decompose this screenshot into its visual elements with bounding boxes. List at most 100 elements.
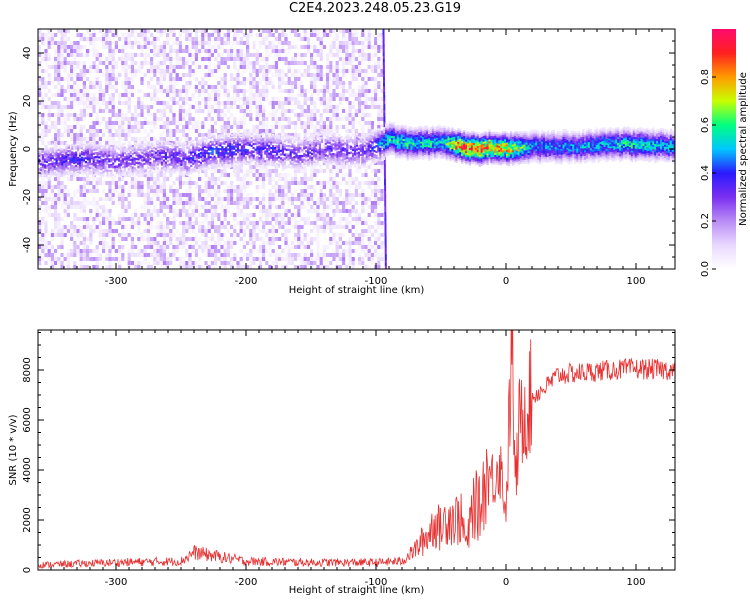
heatmap-cell	[169, 97, 172, 101]
heatmap-cell	[57, 225, 60, 229]
heatmap-cell	[288, 45, 291, 49]
heatmap-cell	[70, 249, 73, 253]
heatmap-cell	[44, 225, 47, 229]
signal-cell	[83, 169, 85, 171]
heatmap-cell	[240, 89, 243, 93]
heatmap-cell	[304, 221, 307, 225]
heatmap-cell	[217, 81, 220, 85]
heatmap-cell	[195, 65, 198, 69]
signal-cell	[73, 154, 75, 156]
heatmap-cell	[108, 249, 111, 253]
heatmap-cell	[86, 181, 89, 185]
heatmap-cell	[195, 125, 198, 129]
heatmap-cell	[332, 105, 335, 109]
signal-cell	[126, 154, 128, 156]
heatmap-cell	[262, 109, 265, 113]
signal-cell	[63, 174, 65, 176]
heatmap-cell	[163, 101, 166, 105]
signal-cell	[161, 169, 163, 171]
heatmap-cell	[284, 97, 287, 101]
signal-cell	[87, 145, 89, 147]
heatmap-cell	[192, 221, 195, 225]
heatmap-cell	[265, 97, 268, 101]
heatmap-cell	[51, 41, 54, 45]
heatmap-cell	[48, 125, 51, 129]
heatmap-cell	[83, 109, 86, 113]
signal-cell	[153, 145, 155, 147]
heatmap-cell	[92, 65, 95, 69]
heatmap-cell	[256, 93, 259, 97]
heatmap-cell	[60, 41, 63, 45]
heatmap-cell	[214, 29, 217, 33]
heatmap-cell	[230, 53, 233, 57]
heatmap-cell	[291, 45, 294, 49]
signal-cell	[157, 150, 159, 152]
heatmap-cell	[208, 205, 211, 209]
heatmap-cell	[108, 261, 111, 265]
signal-cell	[75, 171, 77, 173]
signal-cell	[93, 176, 95, 178]
heatmap-cell	[86, 217, 89, 221]
heatmap-cell	[160, 125, 163, 129]
signal-cell	[114, 151, 116, 153]
heatmap-cell	[281, 185, 284, 189]
heatmap-cell	[172, 113, 175, 117]
heatmap-cell	[249, 77, 252, 81]
heatmap-cell	[281, 117, 284, 121]
heatmap-cell	[272, 49, 275, 53]
heatmap-cell	[60, 189, 63, 193]
heatmap-cell	[131, 33, 134, 37]
heatmap-cell	[150, 245, 153, 249]
heatmap-cell	[217, 193, 220, 197]
heatmap-cell	[179, 41, 182, 45]
signal-cell	[126, 159, 128, 161]
heatmap-cell	[316, 37, 319, 41]
heatmap-cell	[224, 73, 227, 77]
heatmap-cell	[73, 125, 76, 129]
heatmap-cell	[374, 37, 377, 41]
signal-cell	[120, 170, 122, 172]
heatmap-cell	[249, 97, 252, 101]
heatmap-cell	[83, 177, 86, 181]
heatmap-cell	[233, 85, 236, 89]
heatmap-cell	[176, 121, 179, 125]
heatmap-cell	[246, 109, 249, 113]
heatmap-cell	[288, 245, 291, 249]
heatmap-cell	[102, 213, 105, 217]
heatmap-cell	[195, 137, 198, 141]
heatmap-cell	[364, 249, 367, 253]
heatmap-cell	[112, 221, 115, 225]
heatmap-cell	[128, 261, 131, 265]
heatmap-cell	[230, 261, 233, 265]
heatmap-cell	[307, 193, 310, 197]
heatmap-cell	[182, 85, 185, 89]
signal-cell	[128, 159, 130, 161]
heatmap-cell	[160, 101, 163, 105]
signal-cell	[145, 155, 147, 157]
heatmap-cell	[352, 241, 355, 245]
heatmap-cell	[204, 253, 207, 257]
heatmap-cell	[160, 229, 163, 233]
heatmap-cell	[83, 249, 86, 253]
heatmap-cell	[268, 77, 271, 81]
heatmap-cell	[166, 73, 169, 77]
heatmap-cell	[70, 229, 73, 233]
heatmap-cell	[89, 125, 92, 129]
heatmap-cell	[348, 237, 351, 241]
heatmap-cell	[368, 61, 371, 65]
heatmap-cell	[144, 257, 147, 261]
signal-cell	[73, 156, 75, 158]
heatmap-cell	[262, 169, 265, 173]
heatmap-cell	[185, 45, 188, 49]
heatmap-cell	[374, 65, 377, 69]
heatmap-cell	[217, 177, 220, 181]
heatmap-cell	[204, 233, 207, 237]
heatmap-cell	[332, 201, 335, 205]
heatmap-cell	[339, 45, 342, 49]
heatmap-cell	[240, 65, 243, 69]
heatmap-cell	[246, 197, 249, 201]
heatmap-edge-cell	[385, 248, 387, 251]
signal-cell	[95, 145, 97, 147]
heatmap-cell	[326, 181, 329, 185]
heatmap-cell	[99, 129, 102, 133]
